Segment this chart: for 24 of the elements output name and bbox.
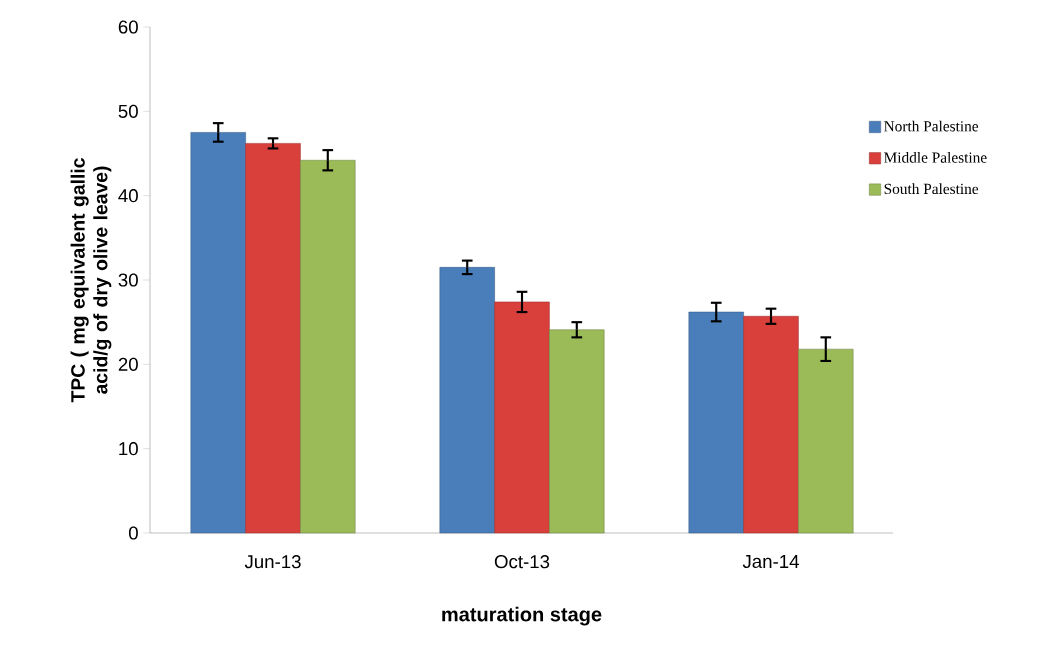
bar — [190, 132, 246, 534]
y-tick-label: 10 — [119, 442, 138, 456]
x-tick-label: Oct-13 — [494, 555, 550, 569]
bar — [688, 311, 744, 534]
y-tick-label: 0 — [128, 526, 138, 540]
bar — [798, 348, 854, 534]
bar — [494, 301, 550, 534]
bar — [743, 315, 799, 534]
legend-label: Middle Palestine — [884, 151, 987, 163]
x-tick-label: Jun-13 — [244, 555, 301, 569]
y-tick-label: 30 — [118, 273, 138, 287]
legend-label: North Palestine — [884, 120, 979, 132]
x-tick-label: Jan-14 — [742, 555, 799, 569]
y-tick-label: 40 — [118, 189, 138, 203]
y-axis-title: TPC ( mg equivalent gallic acid/g of dry olive leave) — [70, 158, 112, 403]
bar — [549, 329, 605, 534]
bar — [300, 159, 356, 534]
y-tick-label: 20 — [118, 357, 138, 371]
bar — [245, 143, 301, 534]
x-axis-title: maturation stage — [442, 606, 602, 626]
y-tick-label: 60 — [118, 20, 138, 34]
bar — [439, 267, 495, 534]
y-tick-label: 50 — [118, 104, 138, 118]
legend-label: South Palestine — [884, 183, 979, 195]
